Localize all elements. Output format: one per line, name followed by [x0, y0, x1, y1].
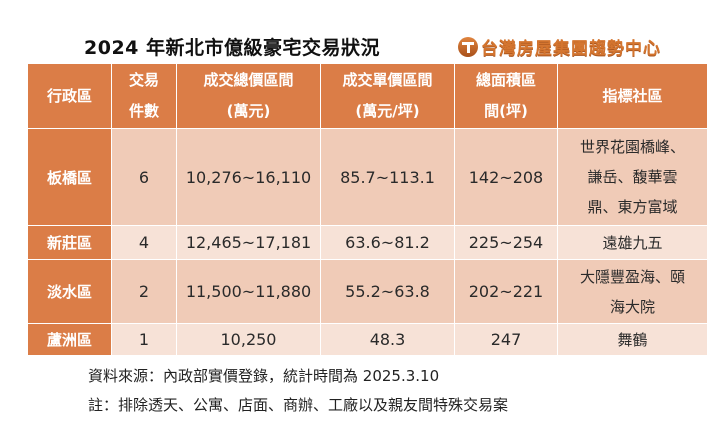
- footnotes: 資料來源：內政部實價登錄，統計時間為 2025.3.10 註：排除透天、公寓、店…: [88, 362, 508, 420]
- page-title: 2024 年新北市億級豪宅交易狀況: [84, 37, 380, 59]
- communities-cell: 大隱豐盈海、頤 海大院: [557, 259, 708, 324]
- table-row: 蘆洲區 1 10,250 48.3 247 舞鶴: [27, 323, 708, 356]
- total-price-cell: 11,500~11,880: [176, 259, 321, 324]
- unit-price-cell: 85.7~113.1: [320, 128, 455, 226]
- header-total-price: 成交總價區間 (萬元): [176, 63, 321, 129]
- table-header-row: 行政區 交易 件數 成交總價區間 (萬元) 成交單價區間 (萬元/坪) 總面積區 間(坪…: [27, 63, 708, 129]
- table-row: 新莊區 4 12,465~17,181 63.6~81.2 225~254 遠雄…: [27, 225, 708, 260]
- header-unit-price: 成交單價區間 (萬元/坪): [320, 63, 455, 129]
- header-count: 交易 件數: [111, 63, 177, 129]
- district-cell: 淡水區: [27, 259, 112, 324]
- count-cell: 6: [111, 128, 177, 226]
- count-cell: 4: [111, 225, 177, 260]
- area-cell: 142~208: [454, 128, 558, 226]
- unit-price-cell: 55.2~63.8: [320, 259, 455, 324]
- unit-price-cell: 48.3: [320, 323, 455, 356]
- count-cell: 1: [111, 323, 177, 356]
- header-communities: 指標社區: [557, 63, 708, 129]
- area-cell: 202~221: [454, 259, 558, 324]
- exclusion-remark: 註：排除透天、公寓、店面、商辦、工廠以及親友間特殊交易案: [88, 396, 509, 414]
- luxury-transactions-table: 行政區 交易 件數 成交總價區間 (萬元) 成交單價區間 (萬元/坪) 總面積區 間(坪…: [27, 63, 708, 356]
- district-cell: 板橋區: [27, 128, 112, 226]
- area-cell: 225~254: [454, 225, 558, 260]
- communities-cell: 遠雄九五: [557, 225, 708, 260]
- unit-price-cell: 63.6~81.2: [320, 225, 455, 260]
- communities-cell: 舞鶴: [557, 323, 708, 356]
- area-cell: 247: [454, 323, 558, 356]
- brand: 台灣房屋集團趨勢中心: [458, 34, 661, 59]
- communities-cell: 世界花園橋峰、 謙岳、馥華雲 鼎、東方富域: [557, 128, 708, 226]
- taiwan-realty-logo-icon: [458, 36, 478, 57]
- header-area: 總面積區 間(坪): [454, 63, 558, 129]
- header-district: 行政區: [27, 63, 112, 129]
- table-row: 淡水區 2 11,500~11,880 55.2~63.8 202~221 大隱…: [27, 259, 708, 324]
- total-price-cell: 10,250: [176, 323, 321, 356]
- brand-name: 台灣房屋集團趨勢中心: [481, 39, 661, 59]
- data-source-note: 資料來源：內政部實價登錄，統計時間為 2025.3.10: [88, 367, 440, 385]
- total-price-cell: 12,465~17,181: [176, 225, 321, 260]
- district-cell: 蘆洲區: [27, 323, 112, 356]
- total-price-cell: 10,276~16,110: [176, 128, 321, 226]
- count-cell: 2: [111, 259, 177, 324]
- district-cell: 新莊區: [27, 225, 112, 260]
- table-row: 板橋區 6 10,276~16,110 85.7~113.1 142~208 世…: [27, 128, 708, 226]
